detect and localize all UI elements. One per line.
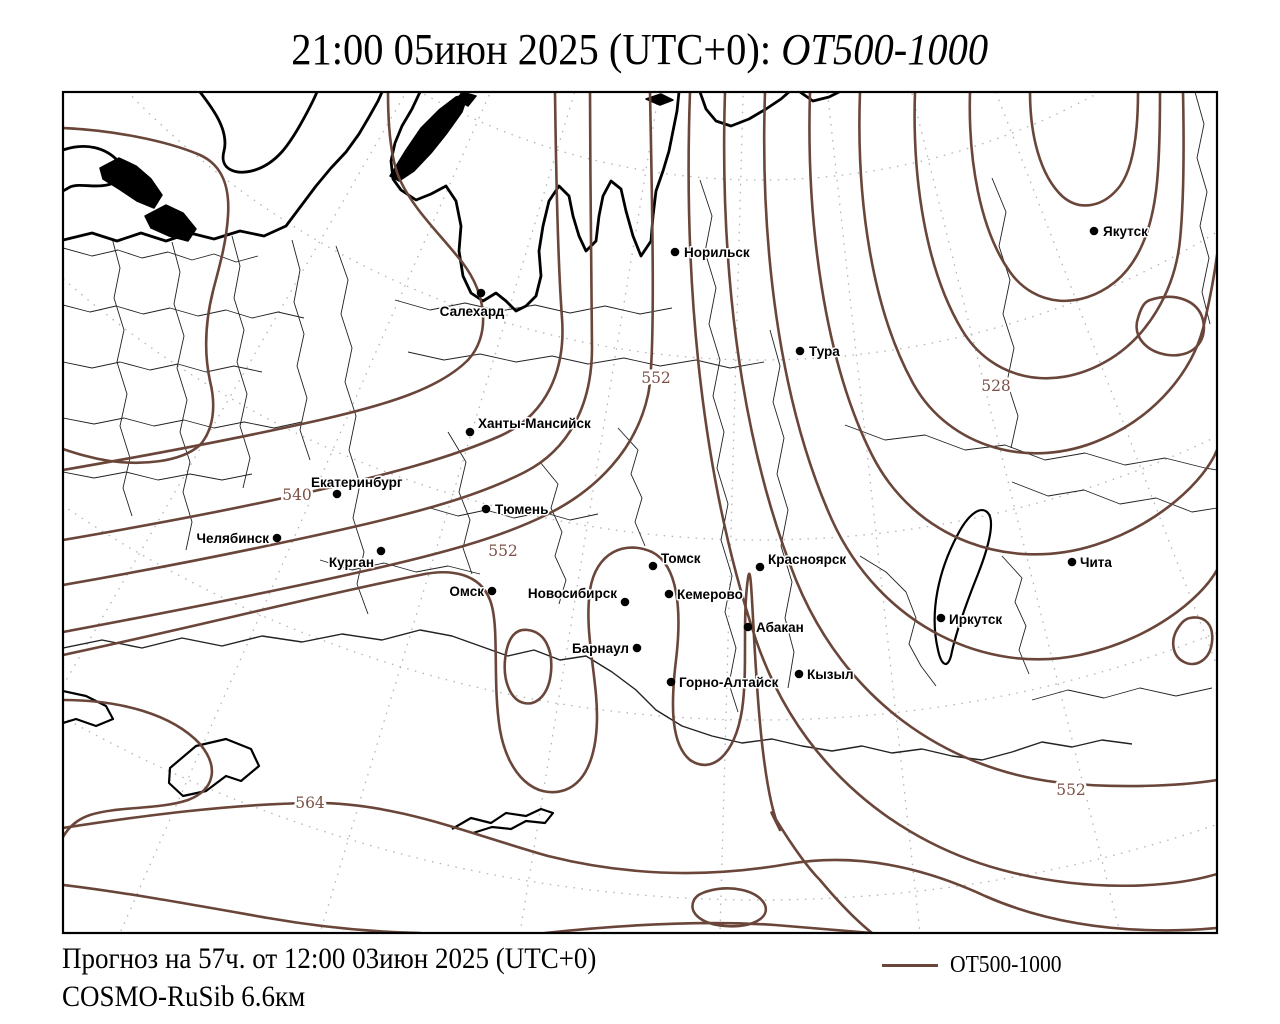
city-marker [755, 562, 765, 572]
city-label: Новосибирск [528, 586, 617, 601]
city-marker [794, 669, 804, 679]
cities: Норильск Салехард Тура Якутск Ханты-Мансийск… [195, 223, 1150, 692]
city-marker [465, 427, 475, 437]
city-label: Тюмень [495, 502, 548, 517]
contour-labels: 552 528 540 552 564 552 [280, 367, 1089, 815]
city-label: Барнаул [572, 641, 629, 656]
city-label: Омск [449, 584, 484, 599]
coastlines [64, 93, 993, 835]
page-title: 21:00 05июн 2025 (UTC+0): OT500-1000 [0, 24, 1280, 75]
city-label: Тура [809, 344, 840, 359]
city-marker [481, 504, 491, 514]
city-marker [272, 533, 282, 543]
legend-label: OT500-1000 [950, 952, 1062, 978]
contour-lines [64, 93, 1216, 932]
contour-value-label: 552 [641, 369, 671, 387]
city-label: Салехард [440, 304, 505, 319]
graticule [64, 93, 1216, 932]
city-label: Кызыл [807, 667, 854, 682]
city-label: Екатеринбург [311, 475, 403, 490]
city-label: Якутск [1103, 224, 1148, 239]
city-marker [487, 586, 497, 596]
model-info: COSMO-RuSib 6.6км [62, 980, 306, 1013]
forecast-info: Прогноз на 57ч. от 12:00 03июн 2025 (UTC… [62, 942, 597, 975]
city-marker [664, 589, 674, 599]
city-label: Норильск [684, 245, 750, 260]
city-marker [476, 288, 486, 298]
city-marker [936, 613, 946, 623]
contour-value-label: 552 [488, 542, 518, 560]
contour-value-label: 528 [981, 377, 1011, 395]
title-datetime: 21:00 05июн 2025 (UTC+0): [291, 25, 782, 74]
city-marker [376, 546, 386, 556]
legend: OT500-1000 [882, 952, 1074, 979]
city-label: Томск [661, 551, 701, 566]
city-marker [743, 622, 753, 632]
city-label: Курган [329, 555, 374, 570]
city-marker [1089, 226, 1099, 236]
city-label: Иркутск [949, 612, 1002, 627]
city-marker [795, 346, 805, 356]
city-label: Челябинск [196, 531, 269, 546]
map-frame [61, 90, 1219, 935]
title-field: OT500-1000 [781, 25, 989, 74]
lake-baikal [933, 509, 993, 666]
city-marker [666, 677, 676, 687]
city-marker [670, 247, 680, 257]
city-label: Абакан [756, 620, 804, 635]
contour-value-label: 552 [1056, 781, 1086, 799]
city-marker [648, 561, 658, 571]
city-label: Ханты-Мансийск [478, 416, 591, 431]
city-label: Красноярск [768, 552, 846, 567]
city-label: Горно-Алтайск [679, 675, 779, 690]
city-marker [620, 597, 630, 607]
legend-contour-line-sample [882, 964, 938, 967]
city-marker [332, 489, 342, 499]
city-label: Чита [1080, 555, 1112, 570]
city-label: Кемерово [677, 587, 743, 602]
city-marker [1067, 557, 1077, 567]
contour-value-label: 564 [295, 794, 325, 812]
contour-value-label: 540 [282, 486, 312, 504]
city-marker [632, 643, 642, 653]
